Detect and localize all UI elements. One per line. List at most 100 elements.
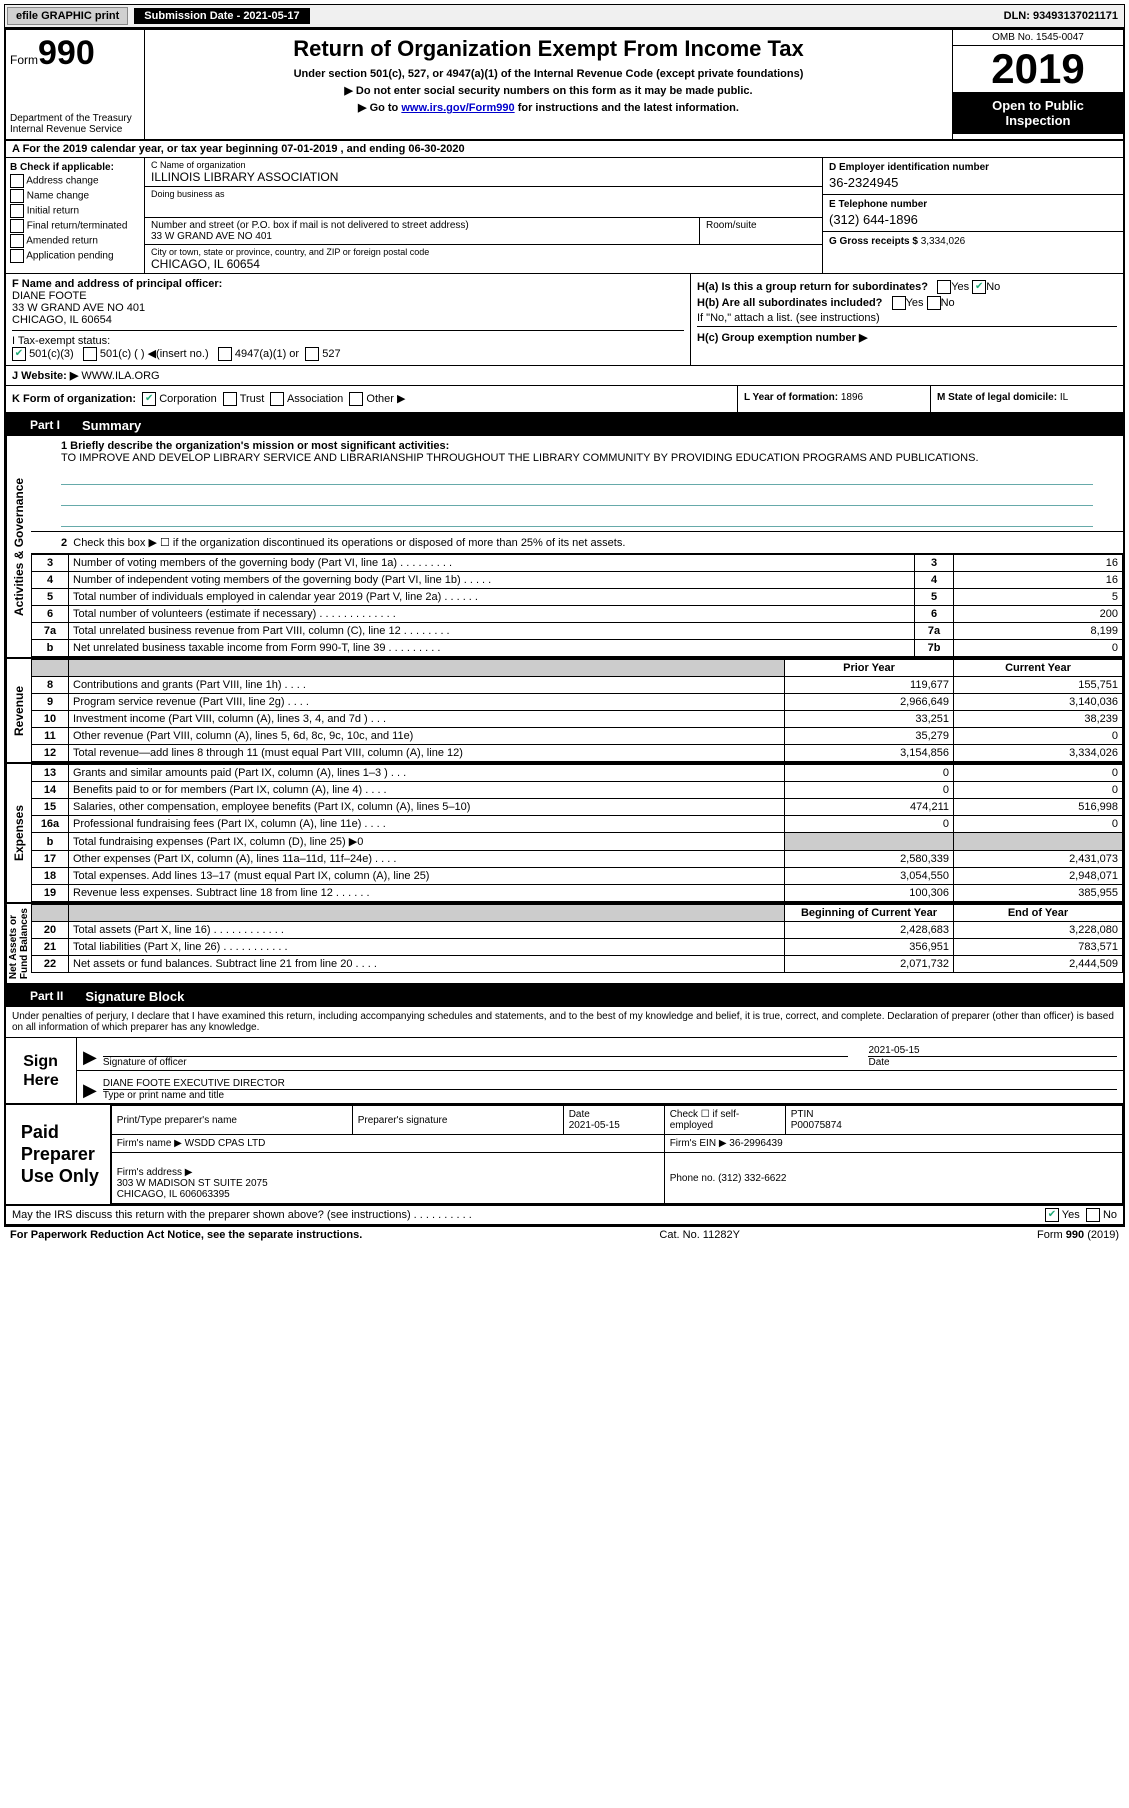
state-domicile-label: M State of legal domicile: (937, 392, 1057, 403)
line-desc: Salaries, other compensation, employee b… (69, 799, 785, 816)
line-desc: Other revenue (Part VIII, column (A), li… (69, 728, 785, 745)
ha-no[interactable] (972, 280, 986, 294)
paid-preparer-label: Paid Preparer Use Only (6, 1105, 111, 1204)
part2-title: Signature Block (85, 989, 184, 1004)
firm-addr-label: Firm's address ▶ (117, 1167, 193, 1178)
sig-name-label: Type or print name and title (103, 1090, 224, 1101)
org-name-value: ILLINOIS LIBRARY ASSOCIATION (151, 170, 816, 184)
firm-ein-value: 36-2996439 (729, 1138, 782, 1149)
chk-amended-return-label: Amended return (26, 236, 98, 247)
chk-527[interactable] (305, 347, 319, 361)
current-value: 783,571 (954, 939, 1123, 956)
vtab-activities: Activities & Governance (6, 436, 31, 657)
col-l-year: L Year of formation: 1896 (737, 386, 930, 412)
table-row: 3Number of voting members of the governi… (32, 555, 1123, 572)
irs-link[interactable]: www.irs.gov/Form990 (401, 102, 514, 114)
hb-yes[interactable] (892, 296, 906, 310)
line3-pre: ▶ Go to (358, 102, 401, 114)
chk-initial-return-label: Initial return (27, 206, 79, 217)
hdr-end: End of Year (954, 905, 1123, 922)
dept-label: Department of the Treasury Internal Reve… (10, 113, 140, 135)
prep-name-hdr: Print/Type preparer's name (111, 1106, 352, 1135)
header-left: Form990 Department of the Treasury Inter… (6, 30, 145, 139)
submission-date-pill: Submission Date - 2021-05-17 (134, 8, 309, 24)
discuss-no-chk[interactable] (1086, 1208, 1100, 1222)
col-m-state: M State of legal domicile: IL (930, 386, 1123, 412)
chk-name-change[interactable]: Name change (10, 189, 140, 203)
revenue-table: Prior Year Current Year 8Contributions a… (31, 659, 1123, 762)
table-row: 18Total expenses. Add lines 13–17 (must … (32, 868, 1123, 885)
blank (69, 660, 785, 677)
line-num: 7a (32, 623, 69, 640)
current-value: 516,998 (954, 799, 1123, 816)
chk-501c[interactable] (83, 347, 97, 361)
chk-initial-return[interactable]: Initial return (10, 204, 140, 218)
chk-501c3[interactable] (12, 347, 26, 361)
header-line3: ▶ Go to www.irs.gov/Form990 for instruct… (155, 101, 942, 114)
prep-row-2: Firm's name ▶ WSDD CPAS LTD Firm's EIN ▶… (111, 1135, 1122, 1153)
firm-addr-cell: Firm's address ▶ 303 W MADISON ST SUITE … (111, 1153, 664, 1204)
signature-intro: Under penalties of perjury, I declare th… (6, 1007, 1123, 1038)
hb-line: H(b) Are all subordinates included? Yes … (697, 296, 1117, 310)
chk-4947[interactable] (218, 347, 232, 361)
chk-corp[interactable] (142, 392, 156, 406)
hb-no[interactable] (927, 296, 941, 310)
firm-name-label: Firm's name ▶ (117, 1138, 182, 1149)
line-desc: Total number of volunteers (estimate if … (69, 606, 915, 623)
line-num: 20 (32, 922, 69, 939)
discuss-yes: Yes (1062, 1209, 1080, 1221)
ein-label: D Employer identification number (829, 162, 1117, 173)
chk-other[interactable] (349, 392, 363, 406)
sig-date-value: 2021-05-15 (868, 1045, 1117, 1056)
line-num: 21 (32, 939, 69, 956)
ha-yes[interactable] (937, 280, 951, 294)
table-row: 20Total assets (Part X, line 16) . . . .… (32, 922, 1123, 939)
line-value: 8,199 (954, 623, 1123, 640)
line-num: 10 (32, 711, 69, 728)
table-row: 19Revenue less expenses. Subtract line 1… (32, 885, 1123, 902)
opt-assoc: Association (287, 393, 343, 405)
line-desc: Total fundraising expenses (Part IX, col… (69, 833, 785, 851)
gross-receipts-label: G Gross receipts $ (829, 236, 918, 247)
phone-cell: E Telephone number (312) 644-1896 (823, 195, 1123, 232)
discuss-yes-chk[interactable] (1045, 1208, 1059, 1222)
chk-amended-return[interactable]: Amended return (10, 234, 140, 248)
hc-line: H(c) Group exemption number ▶ (697, 326, 1117, 344)
efile-print-button[interactable]: efile GRAPHIC print (7, 7, 128, 25)
chk-trust[interactable] (223, 392, 237, 406)
header-right: OMB No. 1545-0047 2019 Open to Public In… (952, 30, 1123, 139)
suite-label: Room/suite (706, 220, 816, 231)
line-desc: Total expenses. Add lines 13–17 (must eq… (69, 868, 785, 885)
row-j-website: J Website: ▶ WWW.ILA.ORG (6, 366, 1123, 386)
prior-value: 3,054,550 (785, 868, 954, 885)
website-value: WWW.ILA.ORG (81, 370, 159, 382)
current-value: 2,948,071 (954, 868, 1123, 885)
line-desc: Total number of individuals employed in … (69, 589, 915, 606)
mission-line (61, 470, 1093, 485)
current-value: 3,228,080 (954, 922, 1123, 939)
blank (69, 905, 785, 922)
prior-value: 35,279 (785, 728, 954, 745)
chk-app-pending[interactable]: Application pending (10, 249, 140, 263)
table-row: 4Number of independent voting members of… (32, 572, 1123, 589)
line-num: 5 (32, 589, 69, 606)
chk-address-change[interactable]: Address change (10, 174, 140, 188)
arrow-icon: ▶ (83, 1047, 97, 1068)
addr-row: Number and street (or P.O. box if mail i… (145, 218, 822, 245)
line-desc: Other expenses (Part IX, column (A), lin… (69, 851, 785, 868)
current-value: 2,444,509 (954, 956, 1123, 973)
prior-value: 2,966,649 (785, 694, 954, 711)
table-row: 15Salaries, other compensation, employee… (32, 799, 1123, 816)
table-row: 6Total number of volunteers (estimate if… (32, 606, 1123, 623)
year-formation-value: 1896 (841, 392, 863, 403)
vtab-expenses: Expenses (6, 764, 31, 902)
opt-501c: 501(c) ( ) ◀(insert no.) (100, 348, 209, 360)
chk-final-return[interactable]: Final return/terminated (10, 219, 140, 233)
prior-value: 0 (785, 816, 954, 833)
chk-assoc[interactable] (270, 392, 284, 406)
table-row: 8Contributions and grants (Part VIII, li… (32, 677, 1123, 694)
street-label: Number and street (or P.O. box if mail i… (151, 220, 693, 231)
activities-table: 3Number of voting members of the governi… (31, 554, 1123, 657)
firm-phone-value: (312) 332-6622 (718, 1173, 786, 1184)
table-row: 17Other expenses (Part IX, column (A), l… (32, 851, 1123, 868)
